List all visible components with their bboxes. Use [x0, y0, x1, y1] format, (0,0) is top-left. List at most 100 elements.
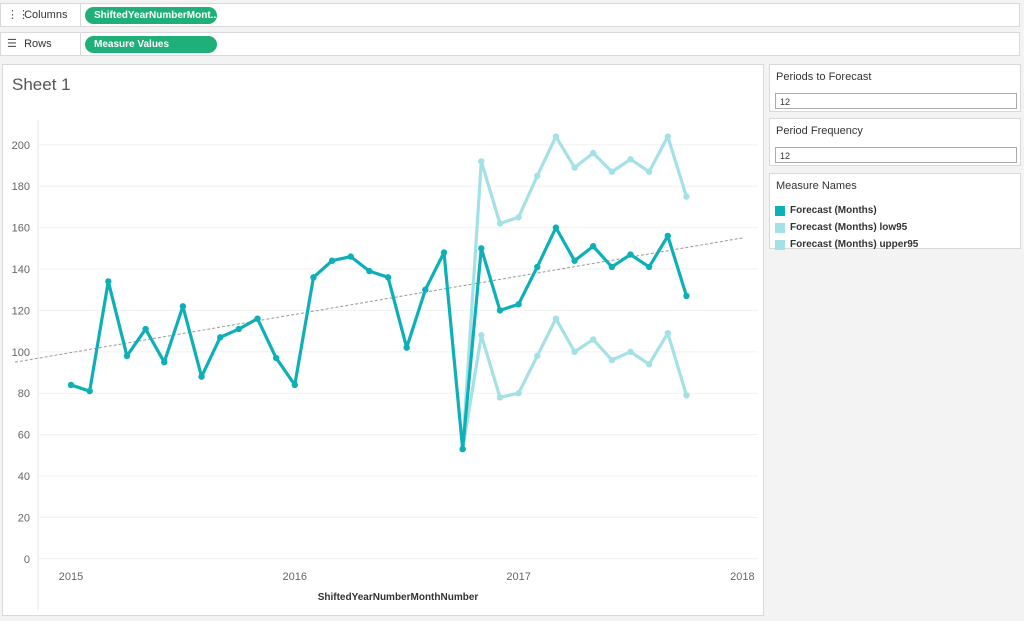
legend-label: Forecast (Months) [790, 205, 877, 216]
data-point [384, 274, 392, 281]
data-point [571, 164, 578, 171]
sheet-view: Sheet 1 0 20 40 60 80 100 120 140 160 180 200 2015 2… [2, 64, 764, 616]
period-frequency-input[interactable]: 12 [775, 147, 1017, 163]
data-point [403, 344, 410, 351]
data-point [291, 381, 298, 389]
data-point [86, 387, 93, 395]
rows-pill[interactable]: Measure Values [85, 36, 217, 53]
data-point [627, 348, 634, 356]
rows-label-text: Rows [24, 38, 52, 50]
legend-title: Measure Names [776, 180, 857, 192]
periods-to-forecast-panel: Periods to Forecast 12 [769, 64, 1021, 112]
legend-item[interactable]: Forecast (Months) [770, 202, 1020, 219]
line-chart[interactable]: 0 20 40 60 80 100 120 140 160 180 200 2015 2016 2017 2… [3, 65, 763, 615]
columns-icon: ⋮⋮ [7, 9, 29, 21]
y-tick-label: 20 [18, 512, 30, 524]
data-point [515, 301, 522, 308]
columns-pill[interactable]: ShiftedYearNumberMont.. [85, 7, 217, 24]
y-tick-label: 120 [12, 305, 30, 317]
data-point [105, 278, 112, 285]
data-point [123, 352, 131, 360]
measure-names-legend: Measure Names Forecast (Months) Forecast… [769, 173, 1021, 250]
y-tick-label: 0 [24, 554, 30, 566]
columns-label-text: Columns [24, 9, 68, 21]
data-point [459, 445, 466, 453]
y-tick-label: 60 [18, 430, 30, 442]
data-point [683, 193, 690, 200]
y-tick-label: 80 [18, 388, 30, 400]
legend-swatch [775, 239, 785, 250]
y-tick-label: 140 [12, 264, 30, 276]
data-point [142, 325, 149, 333]
data-point [179, 303, 187, 310]
data-point [440, 249, 448, 256]
data-point [198, 373, 205, 380]
series-line [461, 317, 689, 451]
data-point [590, 336, 597, 343]
y-tick-label: 100 [12, 347, 30, 359]
legend-swatch [775, 205, 785, 216]
columns-shelf[interactable]: ⋮⋮ Columns ShiftedYearNumberMont.. [0, 3, 1020, 27]
data-point [645, 168, 653, 175]
legend-label: Forecast (Months) low95 [790, 222, 908, 233]
data-point [608, 263, 616, 271]
data-point [515, 214, 522, 221]
legend-item[interactable]: Forecast (Months) low95 [770, 219, 1020, 236]
x-tick-label: 2017 [506, 571, 530, 583]
data-point [571, 348, 578, 356]
data-point [347, 253, 354, 260]
periods-to-forecast-title: Periods to Forecast [776, 71, 872, 83]
legend-swatch [775, 222, 785, 233]
data-point [310, 274, 317, 281]
data-point [161, 358, 168, 366]
data-point [534, 352, 541, 360]
data-point [422, 286, 429, 293]
data-point [552, 224, 560, 231]
data-point [496, 220, 504, 227]
data-point [590, 243, 597, 250]
data-point [664, 232, 671, 240]
series-line [69, 226, 689, 451]
data-point [627, 156, 634, 163]
data-point [664, 133, 671, 140]
data-point [534, 263, 541, 271]
data-point [534, 172, 541, 180]
data-point [328, 257, 336, 264]
rows-shelf-label: ☰ Rows [1, 33, 81, 55]
data-point [683, 392, 690, 399]
data-point [515, 390, 522, 397]
data-point [608, 168, 616, 175]
data-point [478, 332, 485, 339]
data-point [645, 361, 653, 368]
sheet-title: Sheet 1 [12, 75, 71, 94]
data-point [272, 354, 280, 362]
period-frequency-panel: Period Frequency 12 [769, 118, 1021, 166]
rows-icon: ☰ [7, 38, 17, 50]
data-point [254, 315, 261, 322]
columns-shelf-label: ⋮⋮ Columns [1, 4, 81, 26]
x-axis-title: ShiftedYearNumberMonthNumber [318, 592, 479, 603]
y-tick-label: 200 [12, 140, 30, 152]
period-frequency-title: Period Frequency [776, 125, 863, 137]
rows-shelf[interactable]: ☰ Rows Measure Values [0, 32, 1020, 56]
x-tick-label: 2016 [283, 571, 307, 583]
x-tick-label: 2018 [730, 571, 754, 583]
data-point [552, 315, 560, 322]
data-point [366, 267, 373, 275]
data-point [552, 133, 560, 140]
data-point [478, 245, 485, 252]
data-point [67, 381, 75, 389]
legend-item[interactable]: Forecast (Months) upper95 [770, 236, 1020, 253]
data-point [478, 158, 485, 165]
data-point [590, 149, 597, 157]
data-point [571, 257, 578, 264]
data-point [217, 334, 224, 341]
y-tick-label: 40 [18, 471, 30, 483]
data-point [627, 251, 634, 258]
x-tick-label: 2015 [59, 571, 83, 583]
y-tick-label: 180 [12, 181, 30, 193]
data-point [608, 356, 616, 364]
periods-to-forecast-input[interactable]: 12 [775, 93, 1017, 109]
data-point [496, 307, 504, 314]
data-point [683, 292, 690, 300]
